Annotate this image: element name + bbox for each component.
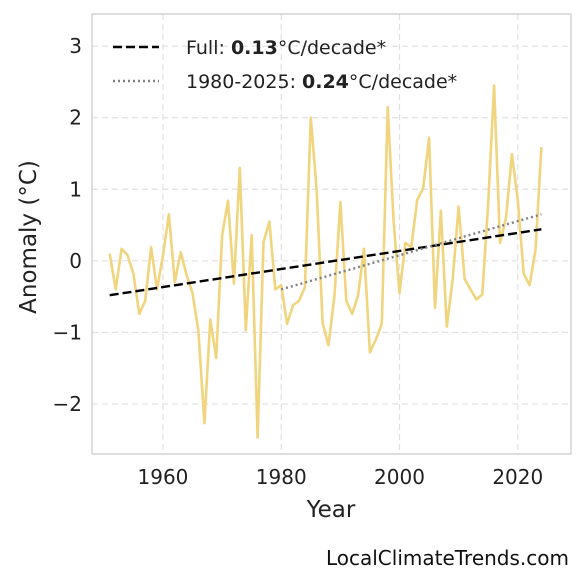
y-tick-label: 3 xyxy=(69,34,82,58)
grid xyxy=(92,14,571,454)
legend-recent-unit: °C/decade* xyxy=(349,71,457,93)
legend-full-name: Full: xyxy=(186,37,231,59)
legend-label-full: Full: 0.13°C/decade* xyxy=(186,37,386,59)
y-tick-labels: −2 −1 0 1 2 3 xyxy=(53,34,82,416)
y-tick-label: 0 xyxy=(69,249,82,273)
legend-full-rate: 0.13 xyxy=(231,37,278,59)
series-layer xyxy=(108,84,543,439)
x-tick-label: 2000 xyxy=(374,465,425,489)
y-tick-label: 2 xyxy=(69,106,82,130)
credit-text: LocalClimateTrends.com xyxy=(325,546,569,570)
x-axis-title: Year xyxy=(306,497,356,523)
x-tick-label: 1980 xyxy=(256,465,307,489)
legend-recent-name: 1980-2025: xyxy=(186,71,302,93)
x-tick-label: 1960 xyxy=(138,465,189,489)
y-tick-label: −2 xyxy=(53,392,82,416)
legend-label-recent: 1980-2025: 0.24°C/decade* xyxy=(186,71,457,93)
y-tick-label: 1 xyxy=(69,177,82,201)
recent-trend-line xyxy=(280,213,542,291)
full-trend-line xyxy=(109,228,542,297)
x-tick-labels: 1960 1980 2000 2020 xyxy=(138,465,544,489)
y-tick-label: −1 xyxy=(53,320,82,344)
anomaly-series-line xyxy=(108,84,543,439)
legend: Full: 0.13°C/decade* 1980-2025: 0.24°C/d… xyxy=(113,37,457,93)
legend-recent-rate: 0.24 xyxy=(302,71,349,93)
legend-full-unit: °C/decade* xyxy=(278,37,386,59)
plot-frame xyxy=(91,13,572,455)
y-axis-title: Anomaly (°C) xyxy=(16,160,42,314)
x-tick-label: 2020 xyxy=(492,465,543,489)
